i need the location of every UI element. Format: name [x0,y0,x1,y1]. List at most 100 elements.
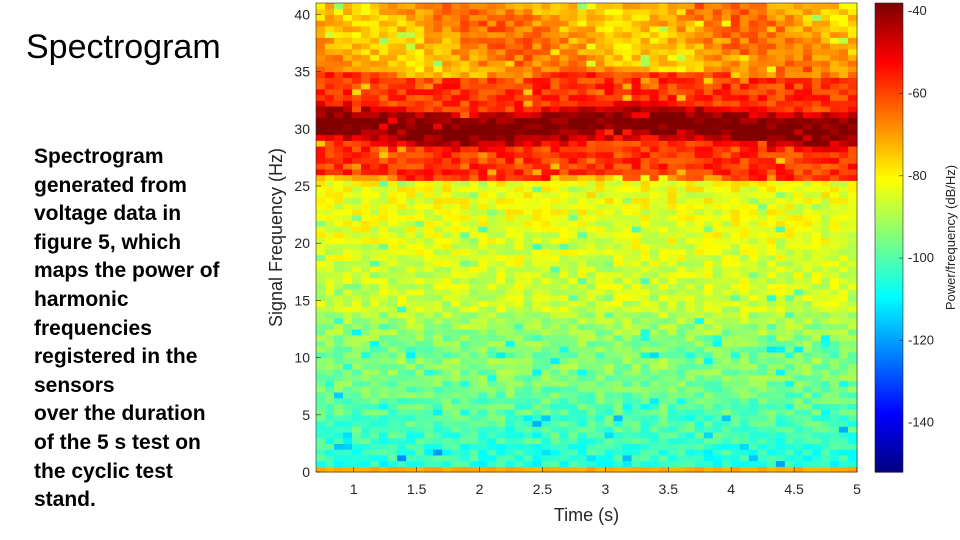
spectrogram-cell [847,77,858,84]
spectrogram-cell [784,134,795,141]
spectrogram-cell [667,174,678,181]
spectrogram-cell [703,426,714,433]
spectrogram-cell [658,294,669,302]
spectrogram-cell [442,449,452,456]
spectrogram-cell [406,414,416,422]
spectrogram-cell [397,254,407,261]
spectrogram-cell [442,60,452,67]
spectrogram-cell [361,271,371,279]
spectrogram-cell [604,243,615,250]
spectrogram-cell [721,157,732,164]
spectrogram-cell [775,123,786,130]
spectrogram-cell [361,283,371,290]
spectrogram-cell [433,14,443,21]
spectrogram-cell [334,323,344,330]
spectrogram-cell [460,414,470,422]
spectrogram-cell [829,168,840,176]
spectrogram-cell [847,186,858,193]
spectrogram-cell [649,283,660,290]
spectrogram-cell [730,117,741,124]
spectrogram-cell [604,380,615,387]
spectrogram-cell [811,386,822,393]
spectrogram-cell [712,237,723,244]
spectrogram-cell [784,380,795,387]
spectrogram-cell [694,77,705,84]
spectrogram-cell [847,248,858,256]
spectrogram-cell [442,3,452,10]
spectrogram-cell [496,123,506,130]
spectrogram-cell [433,431,443,439]
spectrogram-cell [838,25,849,33]
spectrogram-cell [424,243,434,250]
spectrogram-cell [478,151,488,159]
spectrogram-cell [469,60,479,67]
spectrogram-cell [595,260,606,267]
spectrogram-cell [523,220,533,227]
spectrogram-cell [577,466,588,473]
spectrogram-cell [658,197,669,204]
spectrogram-cell [361,123,371,130]
spectrogram-cell [613,43,624,50]
spectrogram-cell [523,54,533,61]
spectrogram-cell [775,266,786,273]
spectrogram-cell [415,105,425,113]
spectrogram-cell [550,220,561,227]
spectrogram-cell [514,43,524,50]
spectrogram-cell [649,60,660,67]
spectrogram-cell [550,329,561,336]
spectrogram-cell [424,43,434,50]
spectrogram-cell [379,48,389,56]
spectrogram-cell [415,83,425,90]
spectrogram-cell [631,397,642,404]
spectrogram-cell [568,60,579,67]
spectrogram-cell [577,271,588,279]
spectrogram-cell [721,420,732,427]
spectrogram-cell [766,71,777,78]
spectrogram-cell [739,31,750,38]
spectrogram-cell [487,163,497,170]
spectrogram-cell [766,243,777,250]
spectrogram-cell [541,317,552,324]
spectrogram-cell [460,220,470,227]
spectrogram-cell [595,357,606,364]
spectrogram-cell [838,43,849,50]
spectrogram-cell [658,88,669,96]
spectrogram-cell [811,60,822,67]
spectrogram-cell [829,214,840,221]
spectrogram-cell [748,443,759,450]
spectrogram-cell [451,454,461,462]
spectrogram-cell [847,283,858,290]
spectrogram-cell [667,48,678,56]
spectrogram-cell [559,357,570,364]
spectrogram-cell [640,37,651,44]
spectrogram-cell [847,88,858,96]
spectrogram-cell [397,180,407,187]
spectrogram-cell [379,100,389,107]
spectrogram-cell [514,71,524,78]
spectrogram-cell [829,157,840,164]
spectrogram-cell [604,431,615,439]
spectrogram-cell [775,403,786,410]
spectrogram-cell [838,380,849,387]
spectrogram-cell [811,31,822,38]
spectrogram-cell [424,443,434,450]
spectrogram-cell [388,391,398,399]
spectrogram-cell [577,386,588,393]
spectrogram-cell [532,397,543,404]
spectrogram-cell [343,414,353,422]
spectrogram-cell [802,283,813,290]
spectrogram-cell [595,311,606,319]
spectrogram-cell [847,100,858,107]
spectrogram-cell [604,254,615,261]
spectrogram-cell [325,414,335,422]
spectrogram-cell [541,460,552,467]
spectrogram-cell [460,151,470,159]
spectrogram-cell [478,323,488,330]
spectrogram-cell [676,88,687,96]
spectrogram-cell [685,271,696,279]
spectrogram-cell [469,306,479,313]
spectrogram-cell [496,231,506,239]
spectrogram-cell [442,20,452,27]
spectrogram-cell [766,426,777,433]
spectrogram-cell [496,128,506,136]
